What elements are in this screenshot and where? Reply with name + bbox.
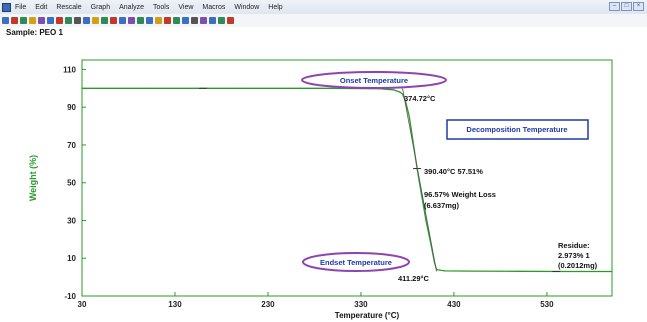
toolbar-tool-icon[interactable] [110,17,117,24]
x-tick-label: 530 [540,300,554,309]
minimize-icon[interactable]: – [609,2,620,11]
endset-label: Endset Temperature [320,258,392,267]
toolbar-tool-icon[interactable] [29,17,36,24]
weight-curve-point [408,116,410,118]
menu-item-tools[interactable]: Tools [153,3,170,11]
series-layer [81,87,613,273]
annotation-layer: Onset Temperature 374.72°C Decomposition… [301,71,598,283]
y-axis: -10 10 30 50 70 90 110 [63,65,86,301]
weight-curve-point [332,87,334,89]
menu-item-macros[interactable]: Macros [202,3,226,11]
menu-bar: File Edit Rescale Graph Analyze Tools View Macr… [0,0,647,15]
residue-line2: 2.973% 1 [558,251,590,260]
toolbar-tool-icon[interactable] [11,17,18,24]
endset-value: 411.29°C [398,274,430,283]
y-axis-label: Weight (%) [28,155,38,201]
weight-curve-point [392,89,395,91]
weight-curve-point [239,87,241,89]
toolbar-tool-icon[interactable] [74,17,81,24]
toolbar-tool-icon[interactable] [20,17,27,24]
x-tick-label: 230 [261,300,275,309]
y-tick-label: 30 [67,216,76,225]
x-tick-label: 30 [78,300,87,309]
onset-tangent-line [402,88,437,272]
onset-value: 374.72°C [404,94,436,103]
weight-curve-point [425,219,427,222]
endset-ellipse[interactable] [302,252,410,272]
toolbar-tool-icon[interactable] [191,17,198,24]
toolbar-tool-icon[interactable] [128,17,135,24]
y-tick-label: 70 [67,141,76,150]
maximize-icon[interactable]: □ [621,2,632,11]
menu-item-help[interactable]: Help [268,3,283,11]
toolbar-tool-icon[interactable] [2,17,9,24]
menu-items: File Edit Rescale Graph Analyze Tools View Macr… [15,4,292,11]
weight-curve-point [518,270,520,272]
toolbar-tool-icon[interactable] [146,17,153,24]
y-tick-label: -10 [64,292,76,301]
weight-curve-line [82,87,612,273]
weight-loss-line2: (6.637mg) [424,201,460,210]
toolbar-tool-icon[interactable] [47,17,54,24]
menu-item-edit[interactable]: Edit [35,3,48,11]
window-controls: – □ × [609,2,644,11]
toolbar-tool-icon[interactable] [173,17,180,24]
toolbar-tool-icon[interactable] [38,17,45,24]
toolbar-tool-icon[interactable] [92,17,99,24]
toolbar-tool-icon[interactable] [155,17,162,24]
toolbar-tool-icon[interactable] [101,17,108,24]
x-axis-label: Temperature (°C) [335,311,400,320]
x-tick-label: 430 [447,300,461,309]
menu-item-graph[interactable]: Graph [90,3,111,11]
toolbar-tool-icon[interactable] [200,17,207,24]
toolbar-tool-icon[interactable] [119,17,126,24]
y-tick-label: 110 [63,65,76,74]
sample-label: Sample: PEO 1 [6,28,63,37]
toolbar-tool-icon[interactable] [182,17,189,24]
menu-item-rescale[interactable]: Rescale [56,3,82,11]
onset-ellipse[interactable] [301,71,447,89]
y-tick-label: 90 [67,103,76,112]
decomposition-box[interactable] [446,119,589,140]
weight-curve-point [399,91,401,93]
toolbar-tool-icon[interactable] [56,17,63,24]
plot-frame [81,59,613,297]
residue-line3: (0.2012mg) [558,261,598,270]
menu-item-window[interactable]: Window [234,3,260,11]
weight-curve-point [611,270,613,273]
weight-curve-point [444,270,446,272]
weight-curve-point [81,87,83,89]
decomposition-label: Decomposition Temperature [466,125,567,134]
weight-curve-point [420,193,422,195]
toolbar-tool-icon[interactable] [65,17,72,24]
onset-label: Onset Temperature [340,76,408,85]
y-tick-label: 50 [67,179,76,188]
y-tick-label: 10 [67,254,76,263]
weight-curve-point [471,270,474,272]
toolbar [0,14,647,27]
weight-curve-point [401,93,404,95]
toolbar-tool-icon[interactable] [83,17,90,24]
app-icon [2,2,11,12]
close-icon[interactable]: × [633,2,644,11]
toolbar-tool-icon[interactable] [164,17,171,24]
x-tick-label: 330 [354,300,368,309]
menu-item-analyze[interactable]: Analyze [119,3,145,11]
weight-loss-line1: 96.57% Weight Loss [424,190,496,199]
toolbar-tool-icon[interactable] [218,17,225,24]
toolbar-tool-icon[interactable] [209,17,216,24]
weight-curve-point [564,270,567,273]
residue-line1: Residue: [558,241,590,250]
x-tick-label: 130 [168,300,182,309]
midpoint-value: 390.40°C 57.51% [424,167,483,176]
weight-curve-point [146,87,148,89]
menu-item-file[interactable]: File [15,3,27,11]
toolbar-tool-icon[interactable] [137,17,144,24]
toolbar-tool-icon[interactable] [227,17,234,24]
x-axis: 30 130 230 330 430 530 [78,292,554,309]
menu-item-view[interactable]: View [178,3,194,11]
